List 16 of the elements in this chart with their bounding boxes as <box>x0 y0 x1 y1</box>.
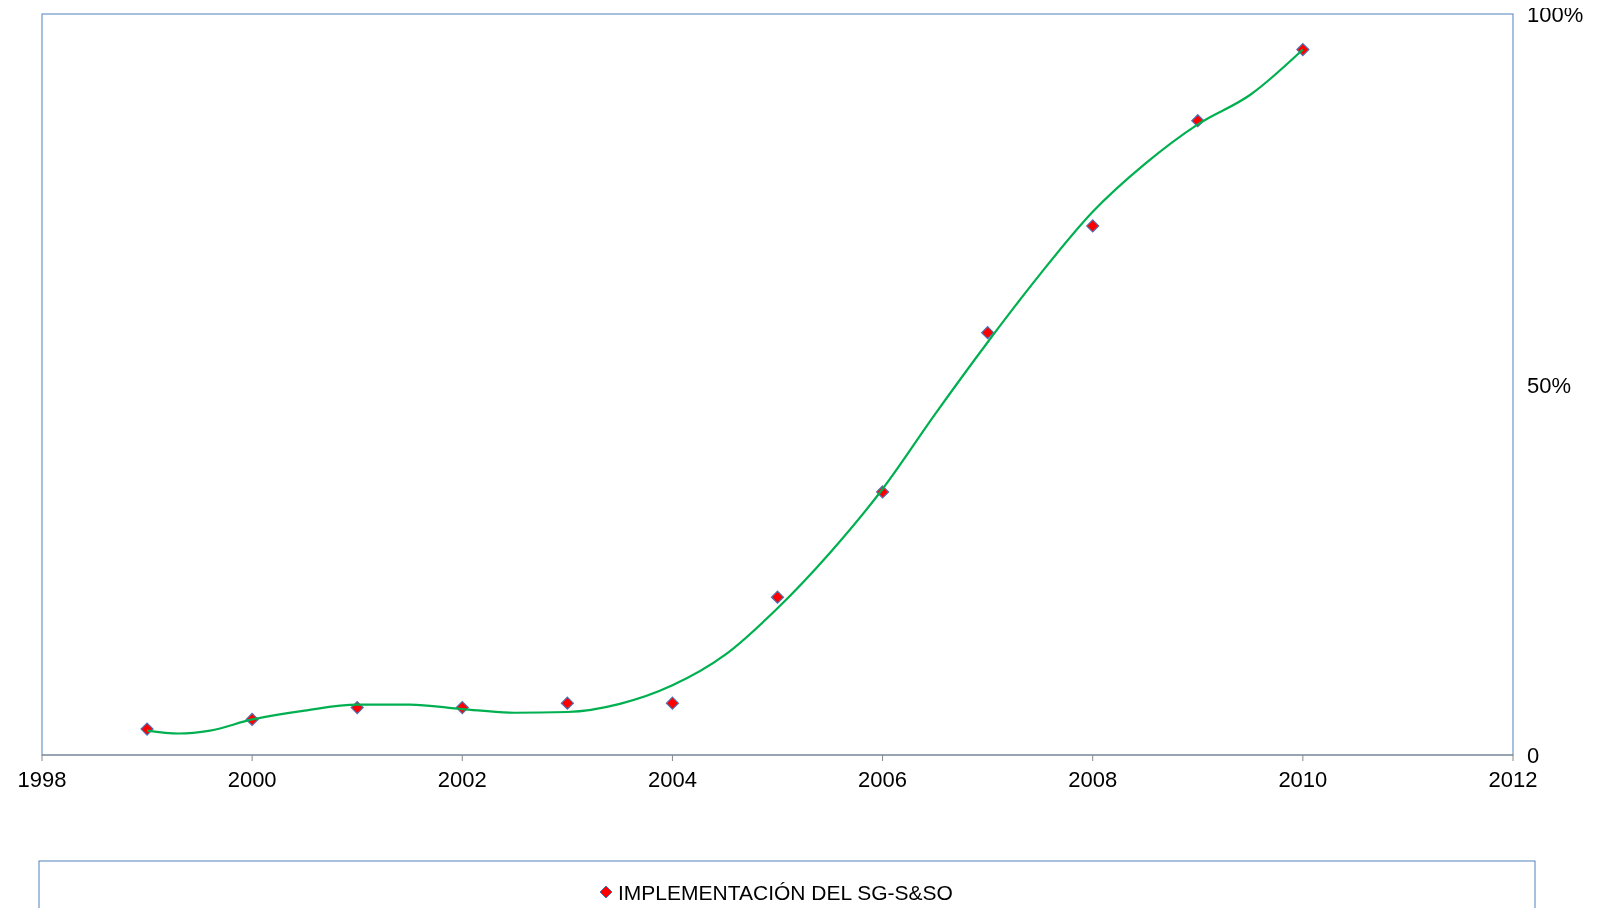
x-tick-label: 2008 <box>1068 767 1118 792</box>
x-tick-label: 2004 <box>647 767 697 792</box>
point <box>1086 219 1100 233</box>
point <box>665 696 680 710</box>
y-tick-label: 50% <box>1527 372 1572 398</box>
x-tick-label: 2012 <box>1488 767 1538 792</box>
legend-label: IMPLEMENTACIÓN DEL SG-S&SO <box>618 881 953 904</box>
x-tick-label: 2000 <box>227 767 277 792</box>
point <box>560 696 574 710</box>
x-tick-label: 1998 <box>17 767 67 792</box>
x-tick-label: 2002 <box>437 767 487 792</box>
x-tick-label: 2010 <box>1278 767 1328 792</box>
y-tick-label: 0 <box>1527 743 1540 768</box>
point <box>770 590 785 604</box>
x-tick-label: 2006 <box>858 767 908 792</box>
point <box>981 326 995 340</box>
